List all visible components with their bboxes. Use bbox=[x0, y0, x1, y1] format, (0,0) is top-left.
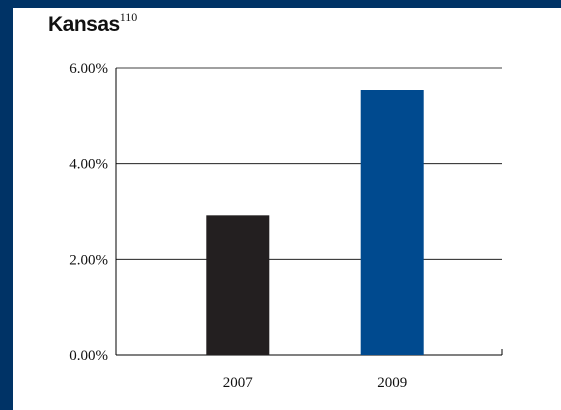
bar-2007 bbox=[206, 215, 270, 355]
chart-title-text: Kansas bbox=[48, 13, 120, 36]
y-tick-label: 0.00% bbox=[69, 348, 108, 364]
bar-2009 bbox=[360, 90, 424, 356]
chart-title-footnote: 110 bbox=[119, 10, 138, 24]
x-tick-label: 2009 bbox=[377, 375, 407, 391]
y-tick-label: 4.00% bbox=[69, 157, 108, 173]
chart-panel bbox=[13, 8, 561, 410]
x-tick-label: 2007 bbox=[223, 375, 254, 391]
y-tick-label: 2.00% bbox=[69, 252, 108, 268]
y-tick-label: 6.00% bbox=[69, 61, 108, 77]
chart-title: Kansas110 bbox=[48, 10, 138, 37]
